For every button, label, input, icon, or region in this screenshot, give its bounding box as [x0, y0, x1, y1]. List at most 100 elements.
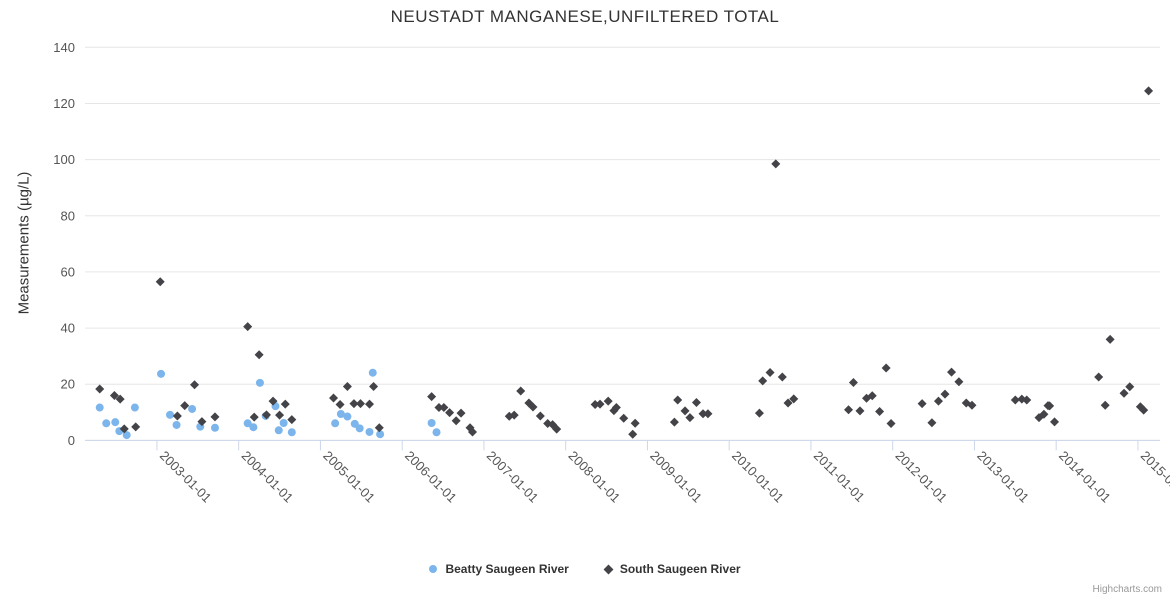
data-point-south-saugeen-river[interactable] — [1139, 405, 1149, 415]
data-point-beatty-saugeen-river[interactable] — [210, 423, 219, 432]
legend-item-beatty-saugeen-river[interactable]: Beatty Saugeen River — [429, 562, 569, 576]
data-point-beatty-saugeen-river[interactable] — [188, 404, 197, 413]
data-point-south-saugeen-river[interactable] — [268, 396, 278, 406]
data-point-south-saugeen-river[interactable] — [954, 377, 964, 387]
data-point-beatty-saugeen-river[interactable] — [255, 378, 264, 387]
data-point-south-saugeen-river[interactable] — [765, 367, 775, 377]
data-point-south-saugeen-river[interactable] — [848, 378, 858, 388]
data-point-south-saugeen-river[interactable] — [528, 402, 538, 412]
data-point-south-saugeen-river[interactable] — [275, 410, 285, 420]
data-point-south-saugeen-river[interactable] — [886, 419, 896, 429]
data-point-south-saugeen-river[interactable] — [119, 424, 129, 434]
data-point-south-saugeen-river[interactable] — [1119, 388, 1129, 398]
data-point-south-saugeen-river[interactable] — [552, 424, 562, 434]
data-point-south-saugeen-river[interactable] — [1144, 86, 1154, 96]
data-point-south-saugeen-river[interactable] — [669, 417, 679, 427]
data-point-south-saugeen-river[interactable] — [349, 399, 359, 409]
data-point-south-saugeen-river[interactable] — [434, 403, 444, 413]
data-point-south-saugeen-river[interactable] — [771, 159, 781, 169]
data-point-beatty-saugeen-river[interactable] — [249, 423, 258, 432]
data-point-south-saugeen-river[interactable] — [261, 410, 271, 420]
data-point-south-saugeen-river[interactable] — [445, 408, 455, 418]
data-point-beatty-saugeen-river[interactable] — [432, 428, 441, 437]
data-point-south-saugeen-river[interactable] — [698, 409, 708, 419]
data-point-south-saugeen-river[interactable] — [1050, 417, 1060, 427]
data-point-south-saugeen-river[interactable] — [369, 381, 379, 391]
data-point-south-saugeen-river[interactable] — [590, 399, 600, 409]
data-point-south-saugeen-river[interactable] — [456, 408, 466, 418]
data-point-beatty-saugeen-river[interactable] — [172, 420, 181, 429]
data-point-south-saugeen-river[interactable] — [374, 423, 384, 433]
data-point-south-saugeen-river[interactable] — [516, 386, 526, 396]
data-point-south-saugeen-river[interactable] — [603, 396, 613, 406]
data-point-south-saugeen-river[interactable] — [197, 417, 207, 427]
data-point-south-saugeen-river[interactable] — [1094, 372, 1104, 382]
data-point-south-saugeen-river[interactable] — [691, 397, 701, 407]
legend-item-south-saugeen-river[interactable]: South Saugeen River — [603, 562, 741, 576]
data-point-beatty-saugeen-river[interactable] — [343, 412, 352, 421]
data-point-south-saugeen-river[interactable] — [947, 367, 957, 377]
data-point-south-saugeen-river[interactable] — [777, 372, 787, 382]
data-point-beatty-saugeen-river[interactable] — [287, 428, 296, 437]
data-point-south-saugeen-river[interactable] — [940, 389, 950, 399]
data-point-south-saugeen-river[interactable] — [855, 406, 865, 416]
data-point-south-saugeen-river[interactable] — [451, 416, 461, 426]
data-point-south-saugeen-river[interactable] — [155, 277, 165, 287]
data-point-south-saugeen-river[interactable] — [427, 392, 437, 402]
data-point-south-saugeen-river[interactable] — [1045, 401, 1055, 411]
data-point-south-saugeen-river[interactable] — [1100, 400, 1110, 410]
data-point-south-saugeen-river[interactable] — [535, 411, 545, 421]
data-point-south-saugeen-river[interactable] — [190, 380, 200, 390]
data-point-beatty-saugeen-river[interactable] — [279, 418, 288, 427]
data-point-south-saugeen-river[interactable] — [630, 418, 640, 428]
data-point-south-saugeen-river[interactable] — [1039, 409, 1049, 419]
data-point-south-saugeen-river[interactable] — [619, 413, 629, 423]
data-point-beatty-saugeen-river[interactable] — [427, 418, 436, 427]
data-point-south-saugeen-river[interactable] — [172, 411, 182, 421]
data-point-beatty-saugeen-river[interactable] — [166, 410, 175, 419]
data-point-south-saugeen-river[interactable] — [1125, 382, 1135, 392]
data-point-south-saugeen-river[interactable] — [628, 429, 638, 439]
data-point-south-saugeen-river[interactable] — [180, 401, 190, 411]
data-point-south-saugeen-river[interactable] — [1010, 395, 1020, 405]
data-point-beatty-saugeen-river[interactable] — [157, 369, 166, 378]
data-point-south-saugeen-river[interactable] — [467, 427, 477, 437]
data-point-beatty-saugeen-river[interactable] — [95, 403, 104, 412]
data-point-south-saugeen-river[interactable] — [109, 390, 119, 400]
data-point-south-saugeen-river[interactable] — [335, 399, 345, 409]
data-point-south-saugeen-river[interactable] — [210, 412, 220, 422]
data-point-south-saugeen-river[interactable] — [329, 393, 339, 403]
data-point-south-saugeen-river[interactable] — [131, 422, 141, 432]
data-point-south-saugeen-river[interactable] — [844, 405, 854, 415]
data-point-beatty-saugeen-river[interactable] — [368, 368, 377, 377]
data-point-south-saugeen-river[interactable] — [758, 376, 768, 386]
data-point-south-saugeen-river[interactable] — [673, 395, 683, 405]
data-point-south-saugeen-river[interactable] — [927, 418, 937, 428]
data-point-south-saugeen-river[interactable] — [287, 415, 297, 425]
data-point-beatty-saugeen-river[interactable] — [376, 430, 385, 439]
data-point-beatty-saugeen-river[interactable] — [274, 426, 283, 435]
data-point-south-saugeen-river[interactable] — [1022, 395, 1032, 405]
data-point-south-saugeen-river[interactable] — [95, 384, 105, 394]
data-point-south-saugeen-river[interactable] — [355, 399, 365, 409]
data-point-beatty-saugeen-river[interactable] — [365, 427, 374, 436]
data-point-south-saugeen-river[interactable] — [509, 410, 519, 420]
data-point-south-saugeen-river[interactable] — [680, 406, 690, 416]
data-point-south-saugeen-river[interactable] — [754, 408, 764, 418]
data-point-south-saugeen-river[interactable] — [342, 381, 352, 391]
data-point-beatty-saugeen-river[interactable] — [331, 419, 340, 428]
data-point-south-saugeen-river[interactable] — [789, 394, 799, 404]
data-point-south-saugeen-river[interactable] — [967, 400, 977, 410]
data-point-south-saugeen-river[interactable] — [867, 391, 877, 401]
data-point-south-saugeen-river[interactable] — [280, 399, 290, 409]
data-point-south-saugeen-river[interactable] — [504, 411, 514, 421]
data-point-beatty-saugeen-river[interactable] — [130, 403, 139, 412]
data-point-south-saugeen-river[interactable] — [249, 412, 259, 422]
data-point-south-saugeen-river[interactable] — [243, 322, 253, 332]
data-point-beatty-saugeen-river[interactable] — [102, 419, 111, 428]
data-point-south-saugeen-river[interactable] — [1105, 334, 1115, 344]
data-point-beatty-saugeen-river[interactable] — [122, 431, 131, 440]
data-point-south-saugeen-river[interactable] — [875, 406, 885, 416]
data-point-south-saugeen-river[interactable] — [439, 403, 449, 413]
data-point-beatty-saugeen-river[interactable] — [243, 419, 252, 428]
